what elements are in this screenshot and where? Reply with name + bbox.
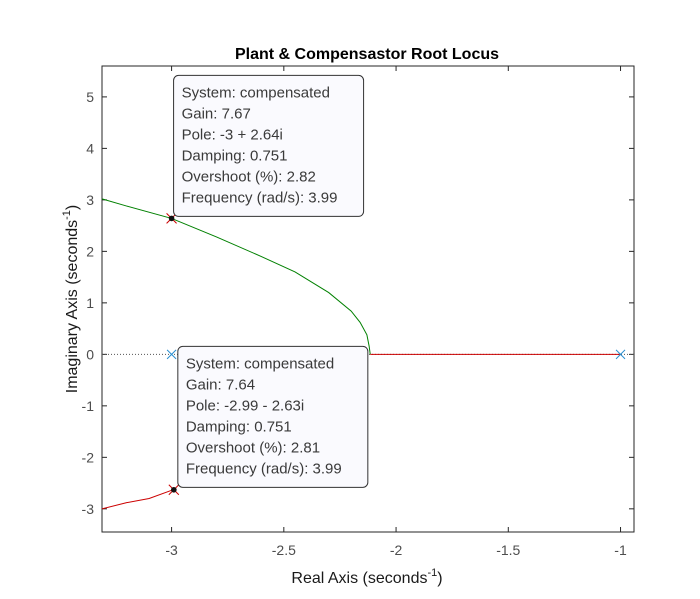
plot-area: -3 -2.5 -2 -1.5 -1 -3 -2 -1 0 1 2 3 4 5 System: comp…: [82, 65, 635, 558]
x-tick-label: -2: [390, 542, 403, 558]
datatip-box: [177, 345, 369, 488]
datatips: System: compensated Gain: 7.67 Pole: -3 + …: [173, 74, 369, 488]
y-tick-label: -3: [82, 501, 95, 517]
datatip-line: Damping: 0.751: [186, 418, 292, 435]
tick-marks: [102, 66, 634, 532]
y-tick-label: 5: [86, 89, 94, 105]
locus-branch-upper: [101, 198, 371, 355]
y-axis-label-sup: -1: [61, 210, 73, 220]
datatip[interactable]: System: compensated Gain: 7.67 Pole: -3 + …: [173, 74, 365, 217]
locus-branches: [101, 198, 621, 510]
x-tick-label: -1: [614, 542, 627, 558]
y-axis-label-text: Imaginary Axis (seconds: [64, 220, 81, 393]
datatip-line: Overshoot (%): 2.81: [186, 439, 320, 456]
x-axis-label-sup: -1: [427, 567, 437, 579]
datatip-line: Pole: -3 + 2.64i: [182, 126, 283, 143]
x-axis-label-close: ): [437, 570, 442, 587]
pole-marker: [166, 349, 177, 360]
datatip-line: Gain: 7.67: [182, 105, 251, 122]
y-tick-labels: -3 -2 -1 0 1 2 3 4 5: [82, 89, 95, 517]
x-tick-labels: -3 -2.5 -2 -1.5 -1: [165, 542, 627, 558]
datatip-line: Gain: 7.64: [186, 376, 255, 393]
locus-branch-lower: [101, 489, 172, 510]
y-tick-label: -1: [82, 398, 95, 414]
x-tick-label: -2.5: [272, 542, 296, 558]
datatip-line: System: compensated: [186, 355, 334, 372]
y-tick-label: 0: [86, 346, 94, 362]
y-tick-label: 3: [86, 192, 94, 208]
datatip[interactable]: System: compensated Gain: 7.64 Pole: -2.99…: [177, 345, 369, 488]
datatip-line: Frequency (rad/s): 3.99: [182, 189, 338, 206]
x-axis-label-text: Real Axis (seconds: [291, 570, 427, 587]
y-tick-label: 1: [86, 295, 94, 311]
datatip-line: Damping: 0.751: [182, 147, 288, 164]
datatip-line: Frequency (rad/s): 3.99: [186, 460, 342, 477]
y-tick-label: 4: [86, 140, 94, 156]
selected-pole-marker[interactable]: [168, 484, 180, 496]
pole-marker: [615, 349, 626, 360]
datatip-line: System: compensated: [182, 84, 330, 101]
x-tick-label: -1.5: [496, 542, 520, 558]
datatip-line: Pole: -2.99 - 2.63i: [186, 397, 304, 414]
x-axis-label: Real Axis (seconds-1): [291, 567, 442, 587]
y-axis-label: Imaginary Axis (seconds-1): [61, 205, 81, 394]
datatip-line: Overshoot (%): 2.82: [182, 168, 316, 185]
y-tick-label: 2: [86, 243, 94, 259]
chart-title: Plant & Compensastor Root Locus: [235, 46, 499, 63]
y-tick-label: -2: [82, 449, 95, 465]
y-axis-label-close: ): [64, 205, 81, 210]
datatip-box: [173, 74, 365, 217]
x-tick-label: -3: [165, 542, 178, 558]
